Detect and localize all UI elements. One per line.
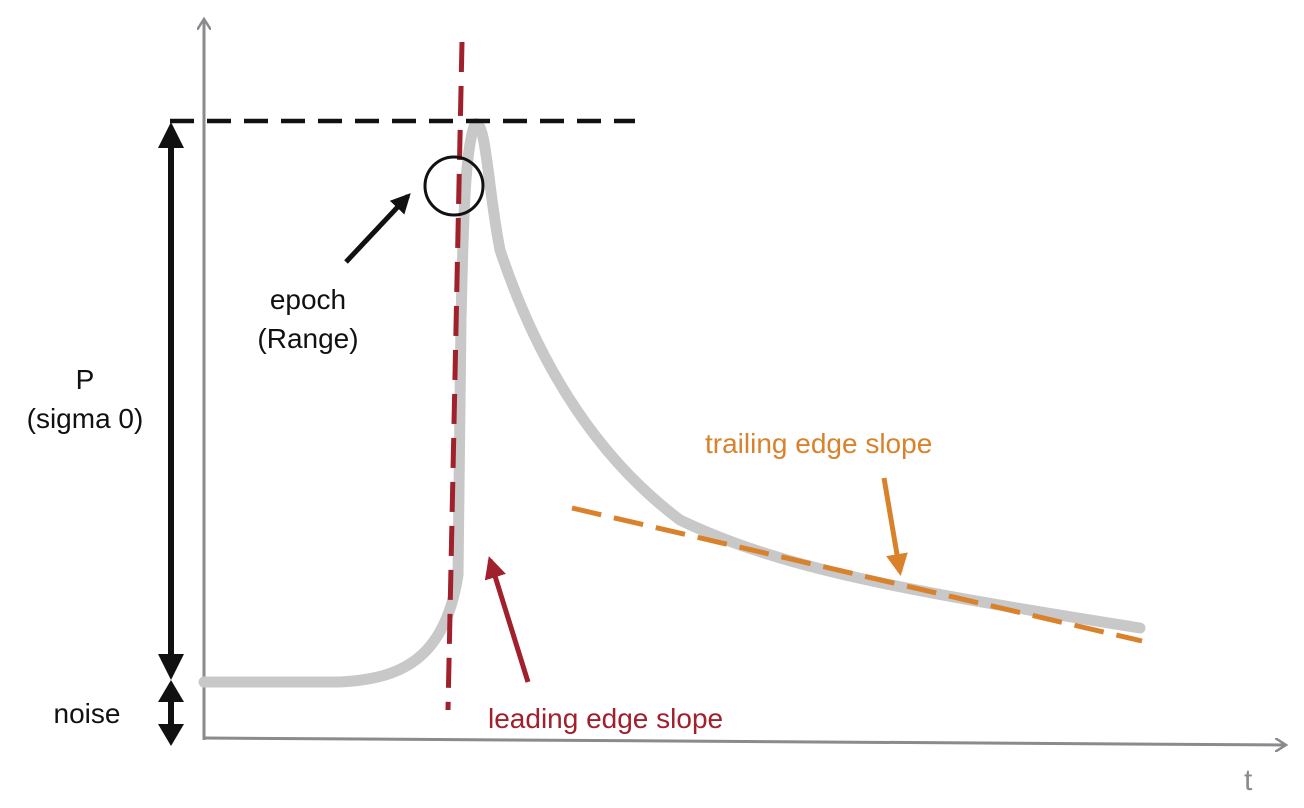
leading-edge-slope-line [445, 41, 465, 711]
p-range-arrow-bottom-head [158, 654, 184, 680]
epoch-label-line1: epoch [270, 284, 346, 315]
x-axis [203, 736, 1285, 745]
noise-arrow-top-head [158, 680, 184, 702]
leading-edge-arrow [484, 556, 531, 683]
p-label-line1: P [76, 364, 95, 395]
waveform-curve [198, 118, 1146, 688]
noise-arrow-bottom-head [158, 724, 184, 746]
leading-edge-label: leading edge slope [488, 703, 723, 734]
p-label-line2: (sigma 0) [27, 403, 144, 434]
p-range-arrow-top-head [158, 122, 184, 148]
trailing-edge-label: trailing edge slope [705, 428, 932, 459]
epoch-circle [423, 155, 485, 217]
x-axis-label: t [1244, 764, 1253, 797]
epoch-arrow [344, 193, 411, 264]
trailing-edge-slope-line [571, 505, 1143, 644]
trailing-edge-arrow [881, 477, 908, 576]
epoch-label-line2: (Range) [257, 323, 358, 354]
noise-label: noise [54, 698, 121, 729]
